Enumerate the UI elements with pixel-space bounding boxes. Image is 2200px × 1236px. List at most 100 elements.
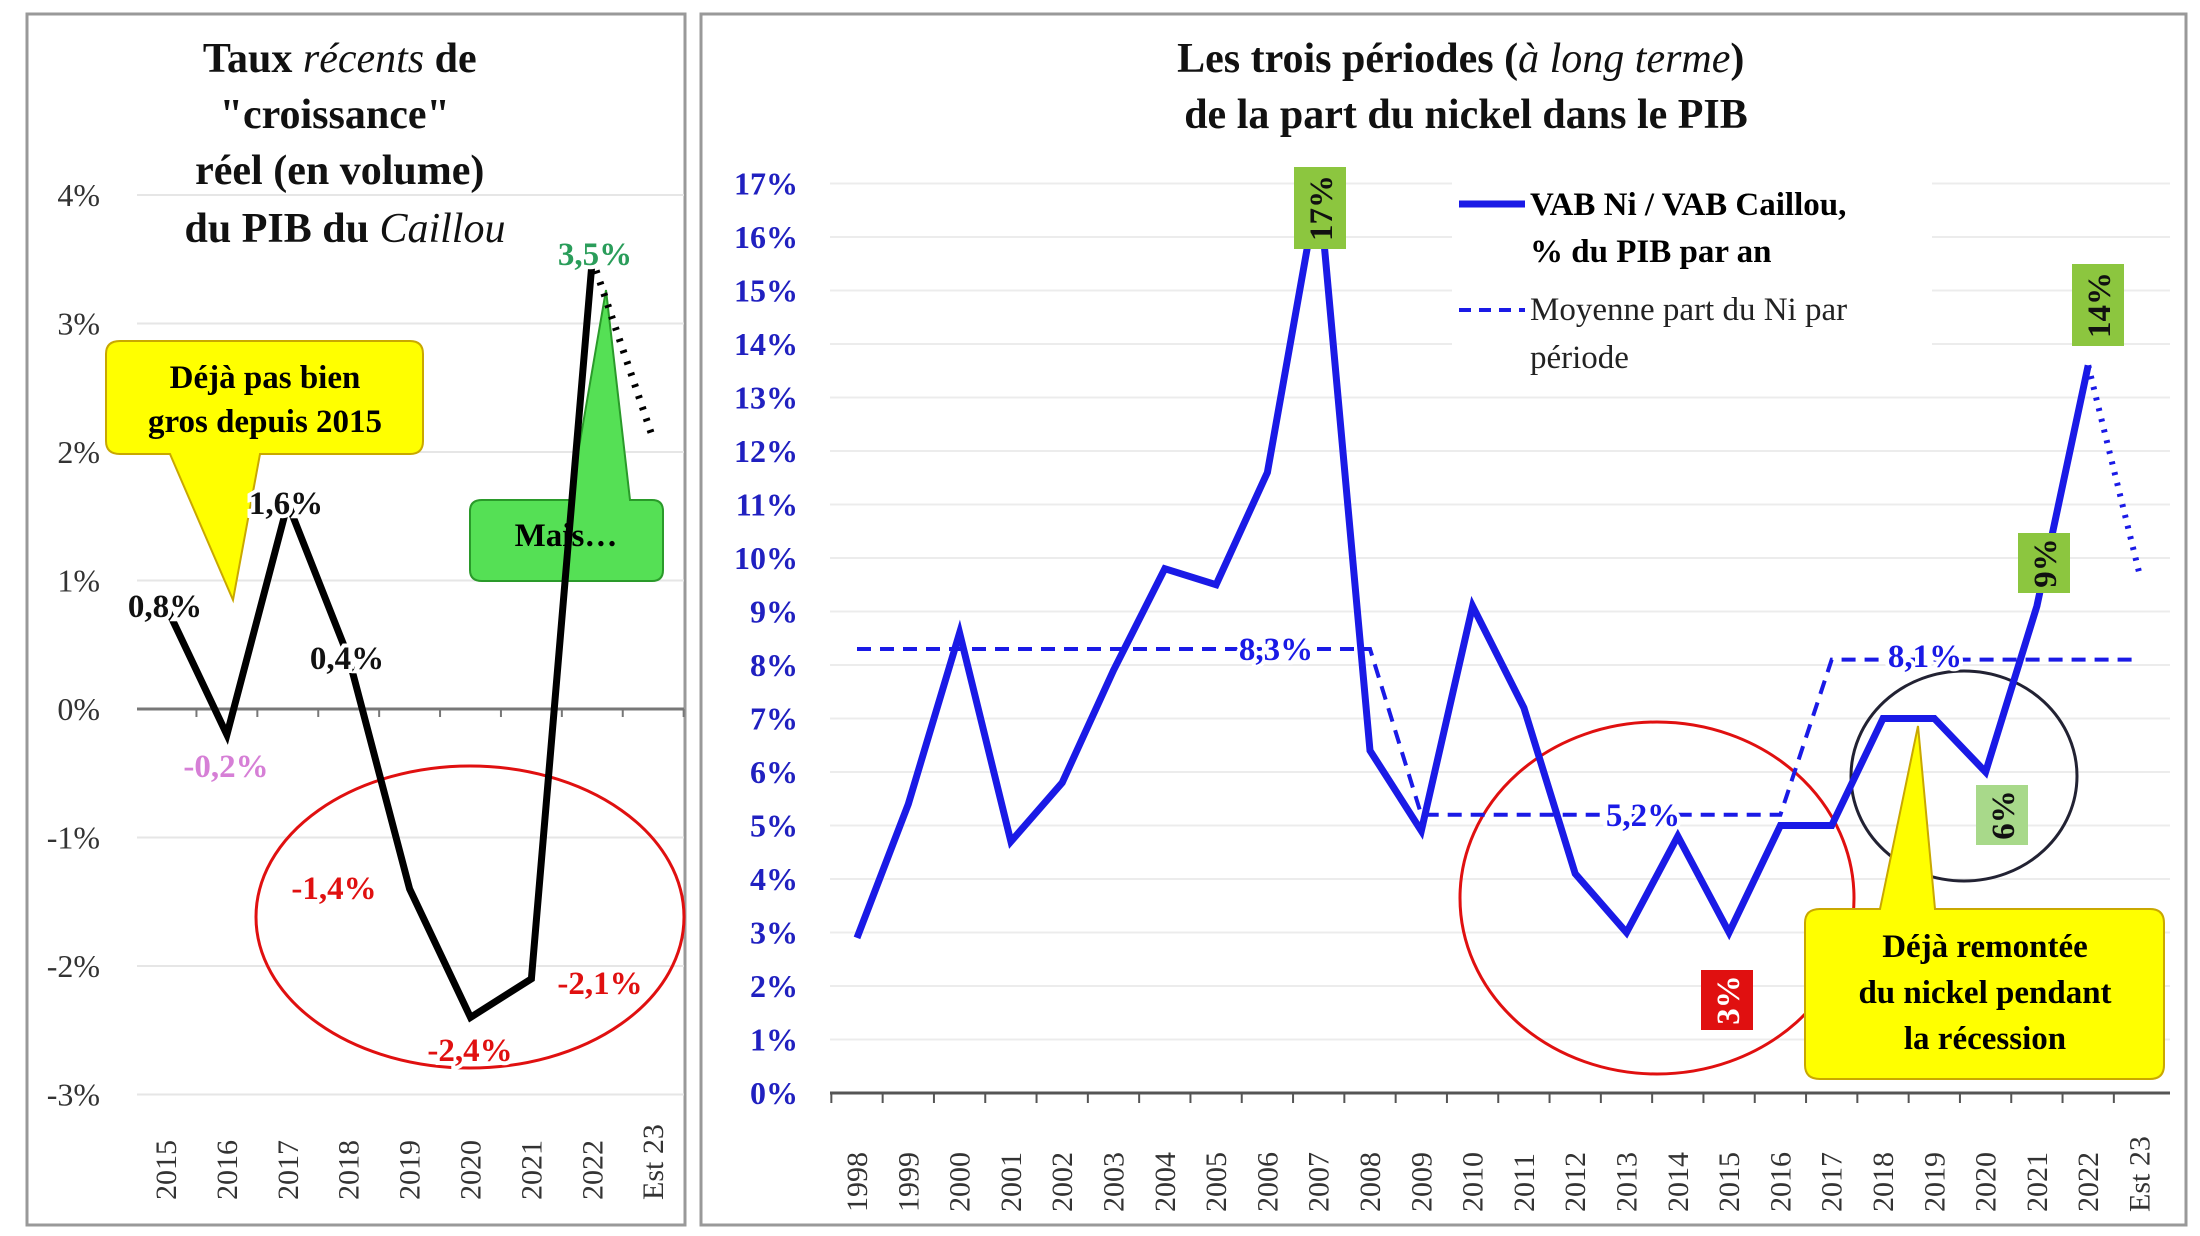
legend-series-2-line-1: Moyenne part du Ni par <box>1530 292 1847 328</box>
highlight-label-bg <box>2072 264 2124 346</box>
y-tick-label: -3% <box>47 1077 100 1113</box>
x-tick-label: 2018 <box>1867 1152 1900 1212</box>
yellow-callout-recession <box>1804 725 2165 1080</box>
right-gridlines <box>830 182 2170 1103</box>
x-tick-label: 2015 <box>1713 1152 1746 1212</box>
green-callout <box>469 289 664 582</box>
callout-line-2: du nickel pendant <box>1858 975 2111 1011</box>
right-y-axis-ticks: 17% 16% 15% 14% 13% 12% 11% 10% 9% 8% 7% 6% 5% 4% 3% 2%… <box>734 166 798 1112</box>
y-tick-label: 5% <box>750 808 798 844</box>
legend: VAB Ni / VAB Caillou, % du PIB par an Mo… <box>1452 178 1932 388</box>
low-period-ellipse <box>1458 720 1856 1076</box>
x-tick-label: 2020 <box>455 1140 488 1200</box>
highlight-label: 14% <box>2072 264 2124 346</box>
data-label: 3,5% <box>558 237 632 273</box>
left-x-axis-ticks: 2015 2016 2017 2018 2019 2020 2021 2022 Est 23 <box>150 1124 670 1200</box>
estimate-dotted-line <box>588 258 657 441</box>
y-tick-label: 0% <box>57 691 100 727</box>
x-tick-label: 2022 <box>2072 1152 2105 1212</box>
y-tick-label: 4% <box>57 177 100 213</box>
y-tick-label: 3% <box>57 306 100 342</box>
growth-line <box>162 258 596 1023</box>
data-label: -1,4% <box>291 871 376 907</box>
y-tick-label: -2% <box>47 948 100 984</box>
legend-series-2-line-2: période <box>1530 340 1629 376</box>
y-tick-label: 14% <box>734 326 798 362</box>
x-tick-label: 2010 <box>1457 1152 1490 1212</box>
x-tick-label: 2020 <box>1970 1152 2003 1212</box>
x-tick-label: 2008 <box>1354 1152 1387 1212</box>
left-chart-title: Taux récents de "croissance" réel (en vo… <box>185 36 506 252</box>
y-tick-label: 2% <box>750 968 798 1004</box>
y-tick-label: 10% <box>734 540 798 576</box>
x-tick-label: 1999 <box>892 1152 925 1212</box>
y-tick-label: 9% <box>750 594 798 630</box>
x-tick-label: 2006 <box>1251 1152 1284 1212</box>
recovery-circle <box>1849 669 2079 883</box>
period-average-line <box>857 646 2140 817</box>
x-tick-label: 2005 <box>1200 1152 1233 1212</box>
x-tick-label: 2009 <box>1405 1152 1438 1212</box>
x-tick-label: 2000 <box>944 1152 977 1212</box>
right-x-axis-ticks: 1998 1999 2000 2001 2002 2003 2004 2005 2006 2007… <box>841 1136 2157 1212</box>
right-series <box>853 182 2143 941</box>
y-tick-label: -1% <box>47 820 100 856</box>
y-tick-label: 16% <box>734 219 798 255</box>
highlight-label: 9% <box>2018 533 2070 593</box>
x-tick-label: 2015 <box>150 1140 183 1200</box>
y-tick-label: 8% <box>750 647 798 683</box>
period-average-label: 5,2% <box>1606 798 1680 834</box>
highlight-label-text: 6% <box>1986 790 2022 840</box>
x-tick-label: 2016 <box>1764 1152 1797 1212</box>
left-panel-frame <box>25 12 687 1227</box>
y-tick-label: 0% <box>750 1075 798 1111</box>
x-tick-label: 2001 <box>995 1152 1028 1212</box>
x-tick-label: 2019 <box>1918 1152 1951 1212</box>
recession-ellipse <box>254 764 686 1070</box>
y-tick-label: 3% <box>750 915 798 951</box>
data-label: 0,4% <box>310 641 384 677</box>
y-tick-label: 11% <box>736 487 798 523</box>
period-average-label: 8,1% <box>1888 639 1962 675</box>
x-tick-label: 2012 <box>1559 1152 1592 1212</box>
left-y-axis-ticks: 4% 3% 2% 1% 0% -1% -2% -3% <box>47 177 100 1113</box>
yellow-callout-line-2: gros depuis 2015 <box>148 404 382 440</box>
y-tick-label: 7% <box>750 701 798 737</box>
y-tick-label: 15% <box>734 273 798 309</box>
x-tick-label: Est 23 <box>2124 1136 2157 1212</box>
legend-series-1-line-1: VAB Ni / VAB Caillou, <box>1530 187 1846 223</box>
x-tick-label: 2017 <box>272 1140 305 1200</box>
x-tick-label: 2018 <box>333 1140 366 1200</box>
yellow-callout-line-1: Déjà pas bien <box>170 360 361 396</box>
x-tick-label: 2017 <box>1816 1152 1849 1212</box>
x-tick-label: 2019 <box>394 1140 427 1200</box>
x-tick-label: 2014 <box>1662 1152 1695 1212</box>
data-label: -2,1% <box>557 966 642 1002</box>
x-tick-label: 2004 <box>1149 1152 1182 1212</box>
y-tick-label: 17% <box>734 166 798 202</box>
y-tick-label: 6% <box>750 754 798 790</box>
x-tick-label: 2021 <box>515 1140 548 1200</box>
x-tick-label: 2011 <box>1508 1153 1541 1212</box>
x-tick-label: 2003 <box>1098 1152 1131 1212</box>
y-tick-label: 1% <box>57 563 100 599</box>
right-data-labels: 8,3% 5,2% 8,1% 17% 14% 9% 6% 3% <box>1235 167 2124 1030</box>
y-tick-label: 2% <box>57 434 100 470</box>
period-average-label: 8,3% <box>1239 632 1313 668</box>
x-tick-label: 2007 <box>1303 1152 1336 1212</box>
highlight-label-bg <box>1976 785 2028 845</box>
highlight-label-text: 3% <box>1711 975 1747 1025</box>
x-tick-label: 1998 <box>841 1152 874 1212</box>
highlight-label-text: 17% <box>1304 175 1340 241</box>
right-chart-title: Les trois périodes (à long terme) de la … <box>1177 36 1755 138</box>
highlight-label-text: 9% <box>2028 538 2064 588</box>
left-callouts: Déjà pas bien gros depuis 2015 Mais… <box>105 289 664 604</box>
data-label: -0,2% <box>183 749 268 785</box>
left-series <box>162 258 657 1023</box>
left-data-labels: 0,8% -0,2% 1,6% 0,4% -1,4% -2,4% -2,1% 3,5% <box>124 233 647 1073</box>
data-label: 0,8% <box>128 589 202 625</box>
highlight-label: 17% <box>1294 167 1346 249</box>
y-tick-label: 13% <box>734 380 798 416</box>
highlight-label-text: 14% <box>2082 272 2118 338</box>
